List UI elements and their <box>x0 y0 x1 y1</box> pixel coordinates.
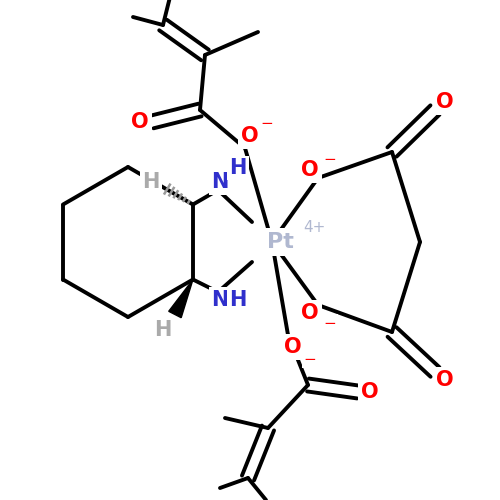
Text: O: O <box>241 126 259 146</box>
Text: N: N <box>212 172 228 192</box>
Text: −: − <box>324 316 336 330</box>
Text: 4+: 4+ <box>303 220 325 236</box>
Text: O: O <box>436 370 454 390</box>
Text: O: O <box>436 92 454 112</box>
Text: H: H <box>142 172 160 193</box>
Text: −: − <box>260 116 274 132</box>
Text: O: O <box>361 382 379 402</box>
Text: Pt: Pt <box>266 232 293 252</box>
Text: O: O <box>284 337 302 357</box>
Text: N: N <box>212 290 228 310</box>
Text: H: H <box>230 290 246 310</box>
Polygon shape <box>168 280 193 318</box>
Text: −: − <box>324 152 336 168</box>
Text: H: H <box>230 158 246 178</box>
Text: O: O <box>301 303 319 323</box>
Text: −: − <box>304 352 316 366</box>
Text: O: O <box>131 112 149 132</box>
Text: H: H <box>154 320 172 340</box>
Text: O: O <box>301 160 319 180</box>
